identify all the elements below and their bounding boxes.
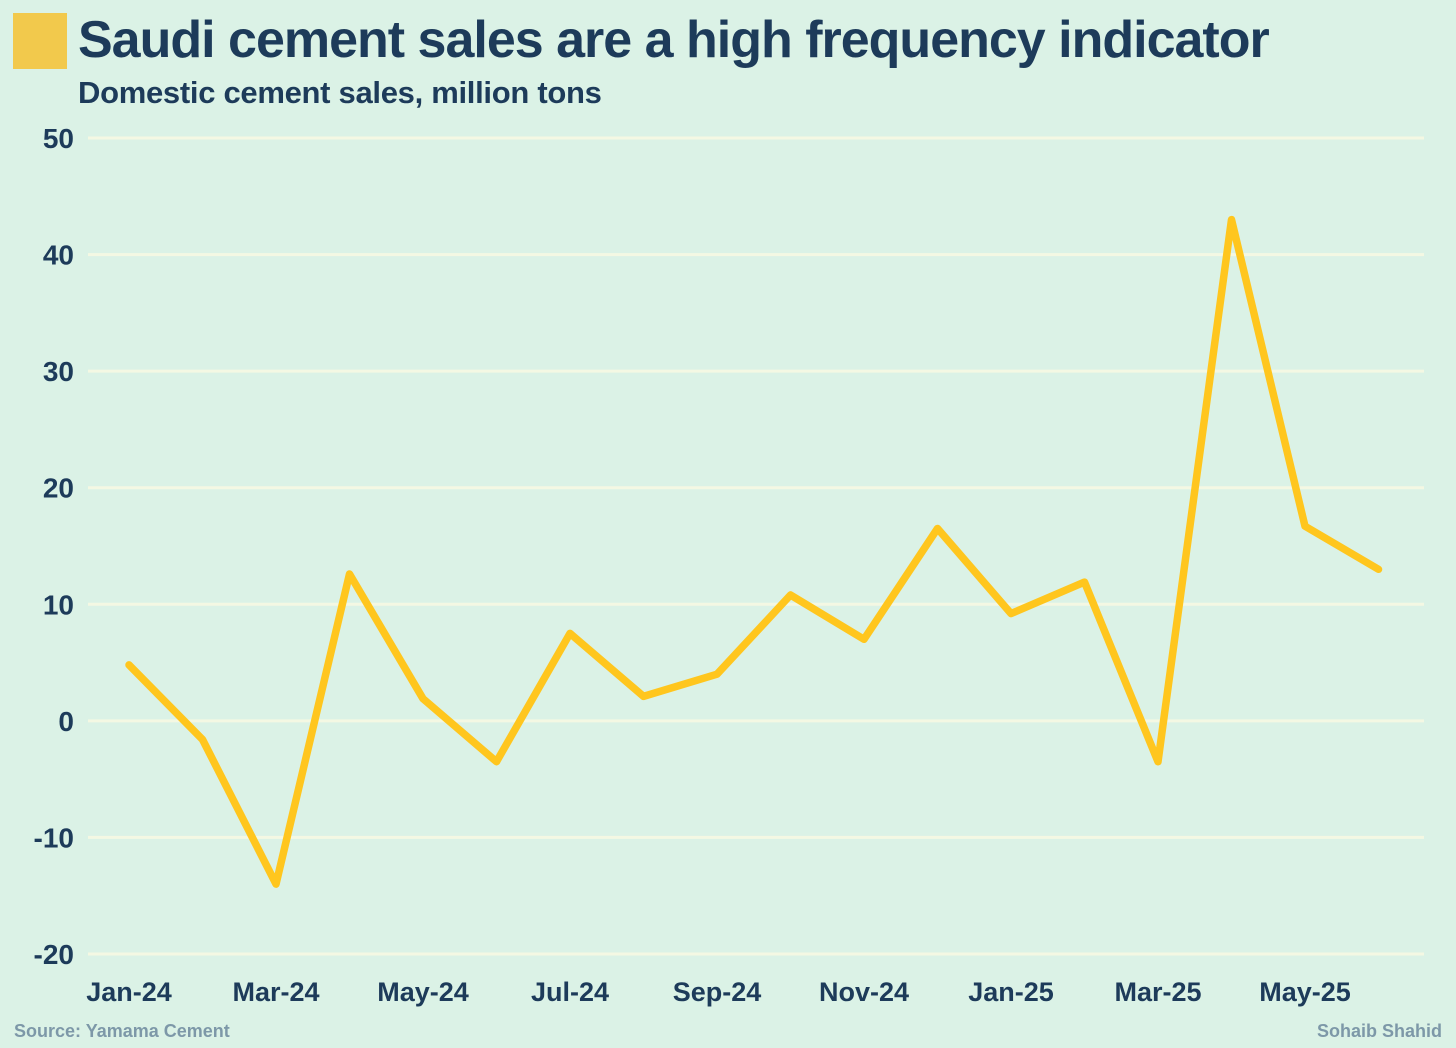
chart-header: Saudi cement sales are a high frequency … [0, 0, 1456, 112]
x-axis-tick-label: Mar-24 [232, 977, 319, 1007]
x-axis-tick-label: Nov-24 [819, 977, 909, 1007]
y-axis-tick-label: 30 [43, 356, 74, 387]
x-axis-tick-label: May-24 [377, 977, 469, 1007]
title-accent-square [13, 13, 67, 69]
x-axis-tick-label: Jan-25 [968, 977, 1054, 1007]
chart-footer: Source: Yamama Cement Sohaib Shahid [0, 1014, 1456, 1048]
x-axis-tick-label: Jul-24 [531, 977, 609, 1007]
x-axis-tick-label: Jan-24 [86, 977, 172, 1007]
y-axis-tick-label: 10 [43, 589, 74, 620]
y-axis-tick-label: -10 [34, 822, 74, 853]
chart-title: Saudi cement sales are a high frequency … [78, 11, 1270, 69]
x-axis-tick-label: May-25 [1259, 977, 1351, 1007]
source-note: Source: Yamama Cement [14, 1021, 230, 1041]
author-note: Sohaib Shahid [1316, 1021, 1442, 1041]
chart-subtitle: Domestic cement sales, million tons [78, 75, 602, 110]
y-axis-tick-label: 20 [43, 473, 74, 504]
y-axis-tick-label: 50 [43, 123, 74, 154]
data-series-line [125, 215, 1383, 888]
y-axis-tick-label: 40 [43, 240, 74, 271]
y-axis-tick-label: 0 [58, 706, 74, 737]
x-axis-tick-label: Sep-24 [673, 977, 762, 1007]
x-axis-tick-label: Mar-25 [1114, 977, 1201, 1007]
y-axis-tick-label: -20 [34, 939, 74, 970]
